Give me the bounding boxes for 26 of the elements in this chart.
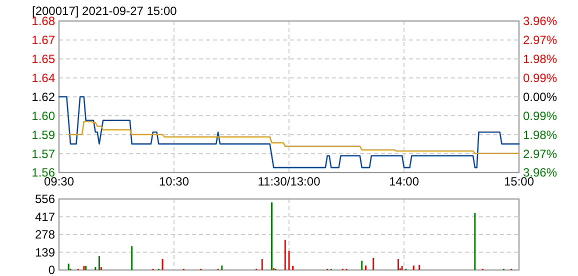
x-tick-label: 10:30 <box>158 174 190 188</box>
y-tick-label: 417 <box>34 210 56 224</box>
x-tick-label: 11:30/13:00 <box>258 174 321 188</box>
y2-tick-label: 1.98% <box>523 52 558 66</box>
y-tick-label: 556 <box>34 192 56 206</box>
y2-tick-label: 0.99% <box>523 71 558 86</box>
y-tick-label: 1.67 <box>32 33 56 48</box>
y2-tick-label: 2.97% <box>523 33 558 48</box>
y-tick-label: 0 <box>48 263 56 276</box>
chart-title: [200017] 2021-09-27 15:00 <box>32 4 178 18</box>
x-tick-label: 14:00 <box>388 174 420 188</box>
line-series <box>58 96 520 168</box>
y-tick-label: 1.60 <box>32 108 56 123</box>
y-tick-label: 1.57 <box>32 146 56 161</box>
line-series <box>68 120 520 154</box>
y2-tick-label: 0.00% <box>523 90 558 104</box>
y2-tick-label: 2.97% <box>523 146 558 161</box>
y-tick-label: 1.64 <box>32 71 56 86</box>
y-tick-label: 139 <box>34 245 56 260</box>
y-tick-label: 1.59 <box>32 128 56 142</box>
y-tick-label: 278 <box>34 228 56 242</box>
y-tick-label: 1.62 <box>32 90 56 104</box>
y-tick-label: 1.65 <box>32 52 56 66</box>
y2-tick-label: 3.96% <box>523 14 558 28</box>
y2-tick-label: 1.98% <box>523 128 558 142</box>
y2-tick-label: 0.99% <box>523 108 558 123</box>
